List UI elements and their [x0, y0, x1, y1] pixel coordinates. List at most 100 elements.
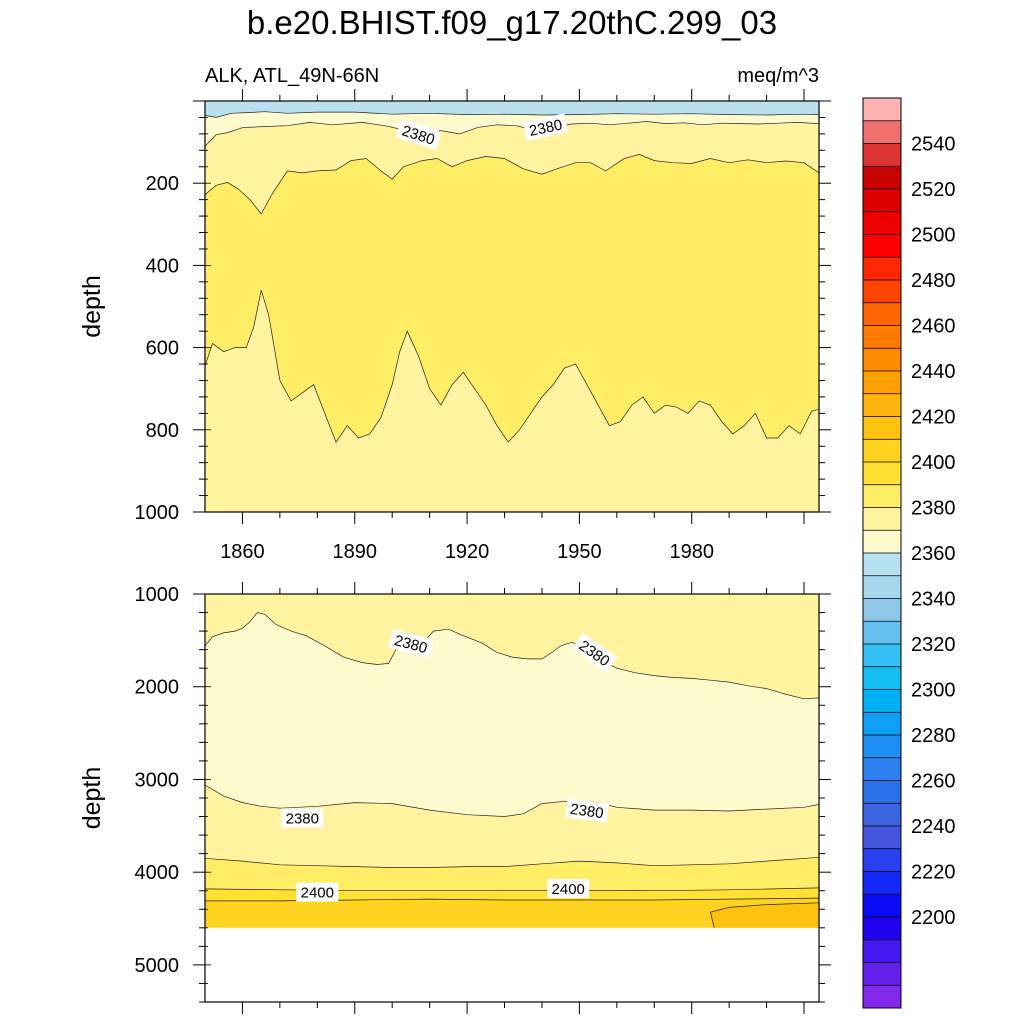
- y-tick-label-lower-0: 1000: [135, 584, 180, 606]
- colorbar-swatch-32: [863, 826, 901, 850]
- colorbar-swatch-0: [863, 98, 901, 122]
- x-tick-label-2: 1920: [445, 541, 490, 563]
- colorbar-swatch-5: [863, 211, 901, 235]
- colorbar-label-2: 2500: [911, 225, 956, 247]
- contour-band-lower-1: [205, 612, 819, 817]
- colorbar-swatch-28: [863, 735, 901, 759]
- colorbar-label-12: 2300: [911, 680, 956, 702]
- svg-text:2380: 2380: [569, 801, 604, 822]
- colorbar-swatch-31: [863, 803, 901, 827]
- colorbar-swatch-10: [863, 325, 901, 349]
- colorbar-swatch-20: [863, 553, 901, 577]
- y-tick-label-upper-1: 400: [146, 255, 179, 277]
- colorbar-swatch-2: [863, 143, 901, 167]
- colorbar-swatch-9: [863, 302, 901, 326]
- colorbar-label-4: 2460: [911, 316, 956, 338]
- contour-band-lower-4: [205, 887, 819, 901]
- y-tick-label-upper-4: 1000: [135, 502, 180, 524]
- contour-label-lower-5: 2400: [547, 878, 590, 898]
- contour-line-lower-2: [205, 784, 819, 817]
- colorbar-swatch-19: [863, 530, 901, 554]
- colorbar-swatch-39: [863, 985, 901, 1009]
- colorbar-label-13: 2280: [911, 725, 956, 747]
- colorbar-swatch-38: [863, 962, 901, 986]
- y-tick-label-upper-0: 200: [146, 173, 179, 195]
- contour-label-lower-3: 2380: [564, 798, 610, 823]
- colorbar-label-8: 2380: [911, 498, 956, 520]
- colorbar-swatch-18: [863, 507, 901, 531]
- colorbar-swatch-17: [863, 484, 901, 508]
- colorbar-label-14: 2260: [911, 771, 956, 793]
- colorbar-swatch-13: [863, 393, 901, 417]
- colorbar-label-10: 2340: [911, 589, 956, 611]
- contour-band-lower-6: [710, 902, 819, 928]
- contour-line-lower-1: [205, 612, 819, 700]
- colorbar-label-17: 2200: [911, 907, 956, 929]
- colorbar-swatch-1: [863, 120, 901, 144]
- contour-line-lower-3: [205, 856, 819, 868]
- colorbar-label-11: 2320: [911, 634, 956, 656]
- contour-band-upper-0: [205, 101, 819, 118]
- colorbar-swatch-22: [863, 598, 901, 622]
- y-tick-label-lower-2: 3000: [135, 769, 180, 791]
- x-tick-label-4: 1980: [669, 541, 714, 563]
- colorbar-swatch-16: [863, 462, 901, 486]
- colorbar-label-15: 2240: [911, 816, 956, 838]
- colorbar-swatch-26: [863, 689, 901, 713]
- contour-line-upper-1: [205, 111, 819, 118]
- svg-text:2380: 2380: [286, 810, 319, 827]
- contour-line-upper-2: [205, 121, 819, 147]
- colorbar-swatch-6: [863, 234, 901, 258]
- colorbar-swatch-7: [863, 257, 901, 281]
- colorbar-swatch-15: [863, 439, 901, 463]
- contour-band-lower-2: [205, 785, 819, 868]
- y-tick-label-lower-1: 2000: [135, 677, 180, 699]
- contour-band-lower-0: [205, 594, 819, 699]
- contour-label-upper-1: 2380: [523, 113, 569, 141]
- colorbar-label-3: 2480: [911, 270, 956, 292]
- contour-line-lower-6: [709, 902, 819, 928]
- svg-text:2380: 2380: [528, 116, 564, 140]
- x-tick-label-0: 1860: [220, 541, 265, 563]
- svg-text:2400: 2400: [301, 885, 334, 902]
- colorbar-swatch-24: [863, 644, 901, 668]
- colorbar-label-6: 2420: [911, 407, 956, 429]
- y-tick-label-lower-3: 4000: [135, 862, 180, 884]
- colorbar-swatch-34: [863, 871, 901, 895]
- colorbar-label-16: 2220: [911, 862, 956, 884]
- plot-frame-upper: [204, 100, 820, 513]
- colorbar-swatch-3: [863, 166, 901, 190]
- contour-line-upper-4: [205, 289, 819, 443]
- contour-band-upper-4: [205, 290, 819, 512]
- colorbar-swatch-11: [863, 348, 901, 372]
- colorbar-swatch-12: [863, 371, 901, 395]
- colorbar-label-0: 2540: [911, 134, 956, 156]
- colorbar-label-5: 2440: [911, 361, 956, 383]
- y-tick-label-upper-3: 800: [146, 420, 179, 442]
- contour-label-lower-4: 2400: [296, 882, 339, 902]
- contour-band-upper-2: [205, 121, 819, 214]
- variable-label: ALK, ATL_49N-66N: [205, 65, 379, 87]
- colorbar: 2540 2520 2500 2480 2460 2440 2420 2400 2380 2360…: [862, 97, 956, 1009]
- colorbar-swatch-33: [863, 848, 901, 872]
- colorbar-label-9: 2360: [911, 543, 956, 565]
- colorbar-swatch-21: [863, 575, 901, 599]
- contour-band-lower-5: [205, 898, 819, 928]
- contour-label-lower-2: 2380: [281, 808, 324, 828]
- contour-band-upper-1: [205, 111, 819, 147]
- colorbar-swatch-4: [863, 189, 901, 213]
- units-label: meq/m^3: [737, 65, 819, 87]
- x-tick-label-3: 1950: [557, 541, 602, 563]
- y-axis-label-lower: depth: [78, 767, 106, 830]
- y-axis-label-upper: depth: [78, 275, 106, 338]
- colorbar-swatch-29: [863, 757, 901, 781]
- colorbar-swatch-30: [863, 780, 901, 804]
- colorbar-swatch-37: [863, 939, 901, 963]
- y-tick-label-lower-4: 5000: [135, 955, 180, 977]
- contour-line-upper-3: [205, 154, 819, 215]
- colorbar-swatch-36: [863, 917, 901, 941]
- y-tick-label-upper-2: 600: [146, 338, 179, 360]
- figure-title: b.e20.BHIST.f09_g17.20thC.299_03: [247, 4, 777, 41]
